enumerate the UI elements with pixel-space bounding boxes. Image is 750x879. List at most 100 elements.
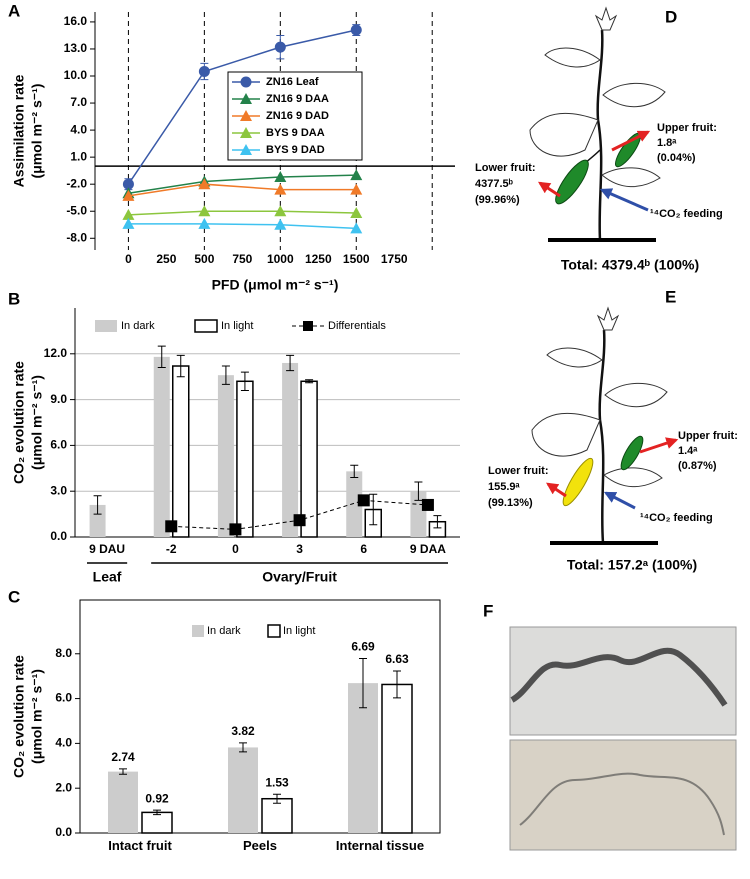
error-bar — [433, 515, 442, 529]
upper-fruit-text: Upper fruit: — [657, 122, 717, 134]
lower-fruit-text: 155.9ᵃ — [488, 481, 521, 493]
feeding-label: ¹⁴CO₂ feeding — [650, 208, 723, 220]
error-bar — [305, 379, 314, 384]
value-label: 3.82 — [231, 724, 255, 738]
legend-marker — [240, 76, 252, 88]
y-tick-label: 10.0 — [64, 68, 88, 82]
bar — [300, 380, 318, 538]
data-point — [198, 178, 211, 190]
y-tick-label: 3.0 — [50, 483, 67, 497]
upper-fruit-text: 1.4ᵃ — [678, 445, 698, 457]
data-point — [350, 183, 363, 195]
x-tick-label: 250 — [156, 252, 176, 266]
autoradiograph-images — [509, 626, 737, 851]
data-point — [421, 498, 434, 511]
data-point — [357, 494, 370, 507]
value-label: 1.53 — [265, 775, 289, 789]
bar — [346, 471, 363, 537]
data-point — [122, 208, 135, 220]
x-tick-label-box: Internal tissue — [336, 838, 424, 853]
legend-swatch — [194, 319, 218, 333]
bar — [108, 771, 138, 833]
x-tick-label-box: Intact fruit — [108, 838, 172, 853]
data-point — [122, 189, 135, 201]
x-tick-label: 1250 — [305, 252, 332, 266]
error-bar — [221, 365, 230, 385]
x-tick-label-box: Peels — [243, 838, 277, 853]
error-bar — [157, 345, 166, 369]
y-tick-label: 0.0 — [55, 825, 72, 839]
error-bar — [393, 670, 401, 699]
data-point — [274, 205, 287, 217]
x-tick-label: 0 — [125, 252, 132, 266]
panel-label: E — [665, 287, 676, 306]
x-tick-label: 750 — [232, 252, 252, 266]
legend-swatch — [192, 625, 204, 637]
legend-marker — [240, 110, 252, 121]
panel-label: D — [665, 7, 677, 26]
value-label: 0.92 — [145, 791, 169, 805]
error-bar — [93, 495, 102, 515]
legend-label: ZN16 Leaf — [266, 76, 319, 88]
data-point — [198, 217, 211, 229]
plant-diagram-d — [529, 6, 666, 242]
y-axis-title: CO₂ evolution rate — [11, 655, 27, 778]
error-bar — [239, 742, 247, 753]
x-tick-label: 1000 — [267, 252, 294, 266]
y-tick-label: -5.0 — [66, 203, 87, 217]
x-tick-label: 9 DAU — [89, 542, 126, 556]
bar — [89, 504, 106, 537]
group-label: Ovary/Fruit — [262, 569, 337, 585]
y-tick-label: 4.0 — [55, 736, 72, 750]
data-point — [229, 523, 242, 536]
error-bar — [153, 809, 161, 816]
legend-marker — [240, 144, 252, 155]
y-tick-label: 7.0 — [70, 95, 87, 109]
y-axis-title: (μmol m⁻² s⁻¹) — [29, 84, 45, 179]
y-tick-label: 2.0 — [55, 780, 72, 794]
legend-swatch — [95, 320, 117, 332]
feeding-label: ¹⁴CO₂ feeding — [640, 512, 713, 524]
lower-fruit-text: Lower fruit: — [475, 162, 536, 174]
data-point — [293, 514, 306, 527]
x-tick-label: 500 — [194, 252, 214, 266]
x-tick-label-box: -2 — [166, 542, 177, 556]
bar — [172, 365, 190, 538]
x-tick-label: 3 — [296, 542, 303, 556]
series-line — [127, 29, 357, 185]
lower-fruit-text: Lower fruit: — [488, 465, 549, 477]
legend-marker — [240, 127, 252, 138]
y-axis-title: (μmol m⁻² s⁻¹) — [29, 375, 45, 470]
bar — [381, 683, 413, 834]
data-point — [122, 178, 134, 190]
x-tick-label: Intact fruit — [108, 838, 172, 853]
lower-fruit-text: 4377.5ᵇ — [475, 178, 514, 190]
data-point — [165, 520, 178, 533]
y-axis-title: Assimilation rate — [11, 74, 27, 187]
x-tick-label-box: 3 — [296, 542, 303, 556]
value-label: 6.69 — [351, 640, 375, 654]
legend-label: BYS 9 DAA — [266, 127, 325, 139]
group-label: Leaf — [93, 569, 122, 585]
y-tick-label: 6.0 — [50, 438, 67, 452]
legend-swatch — [267, 624, 281, 638]
legend-label: In light — [221, 320, 253, 332]
error-bar — [286, 354, 295, 372]
x-tick-label-box: 9 DAU — [89, 542, 126, 556]
y-tick-label: 1.0 — [70, 149, 87, 163]
data-point — [274, 41, 286, 53]
value-label: 2.74 — [111, 750, 135, 764]
error-bar — [176, 354, 185, 378]
error-bar — [240, 371, 249, 391]
x-tick-label-box: 6 — [360, 542, 367, 556]
data-point — [198, 66, 210, 77]
bar — [261, 797, 293, 834]
value-label: 6.63 — [385, 652, 409, 666]
error-bar — [350, 464, 359, 478]
legend-label: BYS 9 DAD — [266, 144, 325, 156]
y-tick-label: 12.0 — [44, 346, 68, 360]
legend-label: In light — [283, 625, 315, 637]
error-bar — [273, 793, 281, 804]
data-point — [350, 169, 363, 181]
legend-label: ZN16 9 DAA — [266, 93, 329, 105]
